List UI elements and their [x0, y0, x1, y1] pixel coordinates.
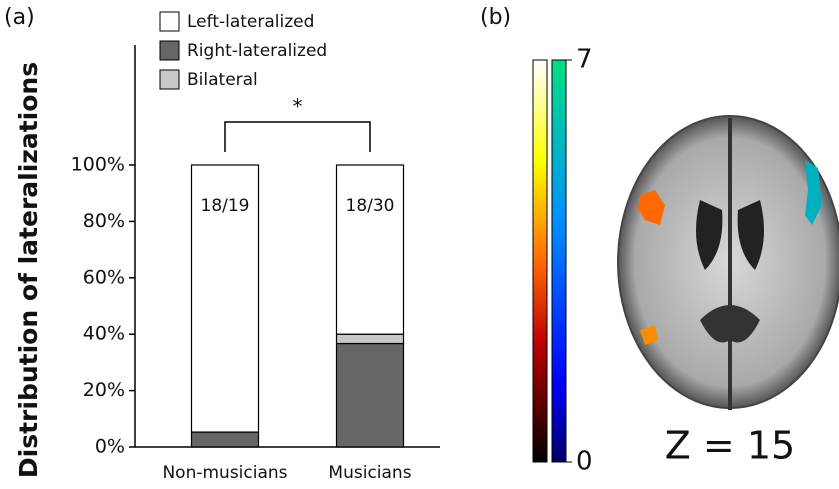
panel-label: (a)	[4, 5, 35, 30]
legend-label: Left-lateralized	[187, 12, 314, 32]
bar-segment	[337, 165, 404, 334]
legend-swatch	[160, 12, 179, 31]
bar-segment	[337, 344, 404, 447]
y-tick-label: 60%	[83, 266, 125, 288]
colorbar-tick-label: 0	[576, 447, 593, 477]
y-tick-label: 0%	[95, 436, 125, 458]
bar-label: 18/30	[346, 196, 395, 216]
colorbar-cool	[552, 60, 566, 462]
legend-swatch	[160, 41, 179, 60]
legend-swatch	[160, 70, 179, 89]
panel-label: (b)	[480, 5, 511, 30]
y-axis-title: Distribution of lateralizations	[14, 62, 43, 478]
x-tick-label: Musicians	[328, 463, 411, 483]
figure: (a) (b) Distribution of lateralizations …	[0, 0, 839, 489]
y-tick-label: 80%	[83, 210, 125, 232]
colorbar-hot	[533, 60, 547, 462]
legend-label: Right-lateralized	[187, 41, 327, 61]
x-tick-label: Non-musicians	[162, 463, 287, 483]
legend-label: Bilateral	[187, 70, 258, 90]
bar-segment	[337, 334, 404, 343]
y-tick-label: 20%	[83, 379, 125, 401]
bar-label: 18/19	[201, 196, 250, 216]
slice-caption: Z = 15	[665, 424, 795, 468]
y-tick-label: 100%	[71, 154, 125, 176]
brain-image	[618, 116, 839, 410]
significance-mark: *	[293, 95, 303, 119]
bar-segment	[192, 432, 259, 447]
y-tick-label: 40%	[83, 323, 125, 345]
significance-bracket	[225, 122, 370, 152]
colorbar-tick-label: 7	[576, 45, 593, 75]
